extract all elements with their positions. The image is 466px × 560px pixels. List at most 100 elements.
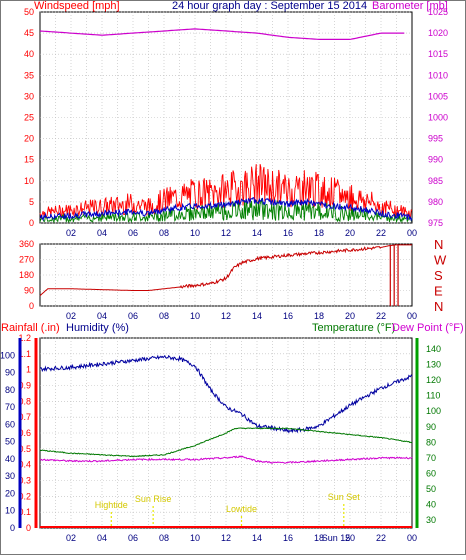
x-tick-label: 16 <box>283 311 293 321</box>
humidity-y-tick: 100 <box>0 350 15 360</box>
temperature-axis-title: Temperature (°F) <box>312 322 395 334</box>
x-tick-label: 22 <box>376 228 386 238</box>
temp-y-tick: 100 <box>426 406 441 416</box>
x-tick-label: 06 <box>128 228 138 238</box>
baro-y-tick: 1000 <box>428 113 448 123</box>
rain-y-tick: 1 <box>26 365 31 375</box>
x-tick-label: 20 <box>345 533 355 543</box>
wind-y-tick: 30 <box>24 91 34 101</box>
x-tick-label: 10 <box>190 533 200 543</box>
x-tick-label: 06 <box>128 311 138 321</box>
humidity-y-tick: 50 <box>5 437 15 447</box>
wind-axis-title: Windspeed [mph] <box>34 0 120 12</box>
rain-axis-title: Rainfall (.in) <box>1 322 60 334</box>
wind-low-series <box>39 198 413 224</box>
x-tick-label: 16 <box>283 533 293 543</box>
x-tick-label: 02 <box>66 311 76 321</box>
humidity-y-tick: 70 <box>5 402 15 412</box>
rain-y-tick: 0.8 <box>18 396 31 406</box>
x-tick-label: 00 <box>407 311 417 321</box>
x-tick-label: 04 <box>97 228 107 238</box>
temp-y-tick: 90 <box>426 422 436 432</box>
x-tick-label: 22 <box>376 311 386 321</box>
wind-y-tick: 40 <box>24 49 34 59</box>
baro-y-tick: 980 <box>428 197 443 207</box>
event-label: Lowtide <box>226 504 257 514</box>
rain-y-tick: 0.9 <box>18 381 31 391</box>
direction-letter: W <box>434 253 447 268</box>
chart-title: 24 hour graph day : September 15 2014 <box>172 0 367 12</box>
x-tick-label: 10 <box>190 228 200 238</box>
baro-y-tick: 985 <box>428 176 443 186</box>
rain-y-tick: 0.5 <box>18 444 31 454</box>
direction-y-tick: 180 <box>19 270 34 280</box>
baro-y-tick: 1010 <box>428 70 448 80</box>
x-tick-label: 12 <box>221 228 231 238</box>
direction-y-tick: 270 <box>19 255 34 265</box>
wind-y-tick: 10 <box>24 176 34 186</box>
barometer-axis-title: Barometer [mb] <box>372 0 448 12</box>
temp-y-tick: 50 <box>426 484 436 494</box>
rain-y-tick: 0 <box>26 523 31 533</box>
x-tick-label: 00 <box>407 228 417 238</box>
wind-y-tick: 50 <box>24 7 34 17</box>
baro-y-tick: 990 <box>428 155 443 165</box>
x-tick-label: 08 <box>159 533 169 543</box>
wind-y-tick: 20 <box>24 134 34 144</box>
sun-date-label: Sun 15 <box>322 533 351 543</box>
x-tick-label: 04 <box>97 533 107 543</box>
x-tick-label: 10 <box>190 311 200 321</box>
wind-y-tick: 15 <box>24 155 34 165</box>
rain-y-tick: 1.2 <box>18 333 31 343</box>
temp-y-tick: 80 <box>426 437 436 447</box>
temp-y-tick: 60 <box>426 468 436 478</box>
baro-y-tick: 975 <box>428 218 443 228</box>
dewpoint-axis-title: Dew Point (°F) <box>392 322 464 334</box>
x-tick-label: 08 <box>159 228 169 238</box>
humidity-y-tick: 0 <box>10 523 15 533</box>
direction-letter: N <box>434 299 443 314</box>
x-tick-label: 20 <box>345 228 355 238</box>
temperature-series <box>39 427 413 458</box>
x-tick-label: 04 <box>97 311 107 321</box>
wind-y-tick: 25 <box>24 113 34 123</box>
direction-letter: E <box>434 284 443 299</box>
dewpoint-series <box>39 455 413 464</box>
temp-y-tick: 30 <box>426 515 436 525</box>
wind-y-tick: 45 <box>24 28 34 38</box>
baro-y-tick: 1020 <box>428 28 448 38</box>
x-tick-label: 18 <box>314 228 324 238</box>
humidity-y-tick: 60 <box>5 419 15 429</box>
humidity-axis-title: Humidity (%) <box>66 322 129 334</box>
direction-y-tick: 360 <box>19 239 34 249</box>
x-tick-label: 16 <box>283 228 293 238</box>
wind-y-tick: 0 <box>29 218 34 228</box>
event-label: Hightide <box>95 500 128 510</box>
x-tick-label: 12 <box>221 311 231 321</box>
rain-y-tick: 0.6 <box>18 428 31 438</box>
temp-y-tick: 70 <box>426 453 436 463</box>
humidity-y-tick: 80 <box>5 385 15 395</box>
x-tick-label: 00 <box>407 533 417 543</box>
humidity-y-tick: 30 <box>5 471 15 481</box>
baro-y-tick: 1005 <box>428 91 448 101</box>
x-tick-label: 14 <box>252 311 262 321</box>
temp-y-tick: 110 <box>426 391 440 401</box>
wind-average-series <box>39 196 413 222</box>
x-tick-label: 20 <box>345 311 355 321</box>
humidity-y-tick: 90 <box>5 368 15 378</box>
x-tick-label: 08 <box>159 311 169 321</box>
tick-labels: 0510152025303540455097598098599099510001… <box>0 7 448 543</box>
humidity-y-tick: 40 <box>5 454 15 464</box>
x-tick-label: 18 <box>314 311 324 321</box>
humidity-series <box>39 354 413 434</box>
rain-y-tick: 0.1 <box>18 507 31 517</box>
rain-y-tick: 1.1 <box>18 349 31 359</box>
grid-lines <box>40 11 412 529</box>
rain-y-tick: 0.4 <box>18 460 31 470</box>
direction-letter: S <box>434 268 443 283</box>
direction-letter: N <box>434 237 443 252</box>
x-tick-label: 22 <box>376 533 386 543</box>
